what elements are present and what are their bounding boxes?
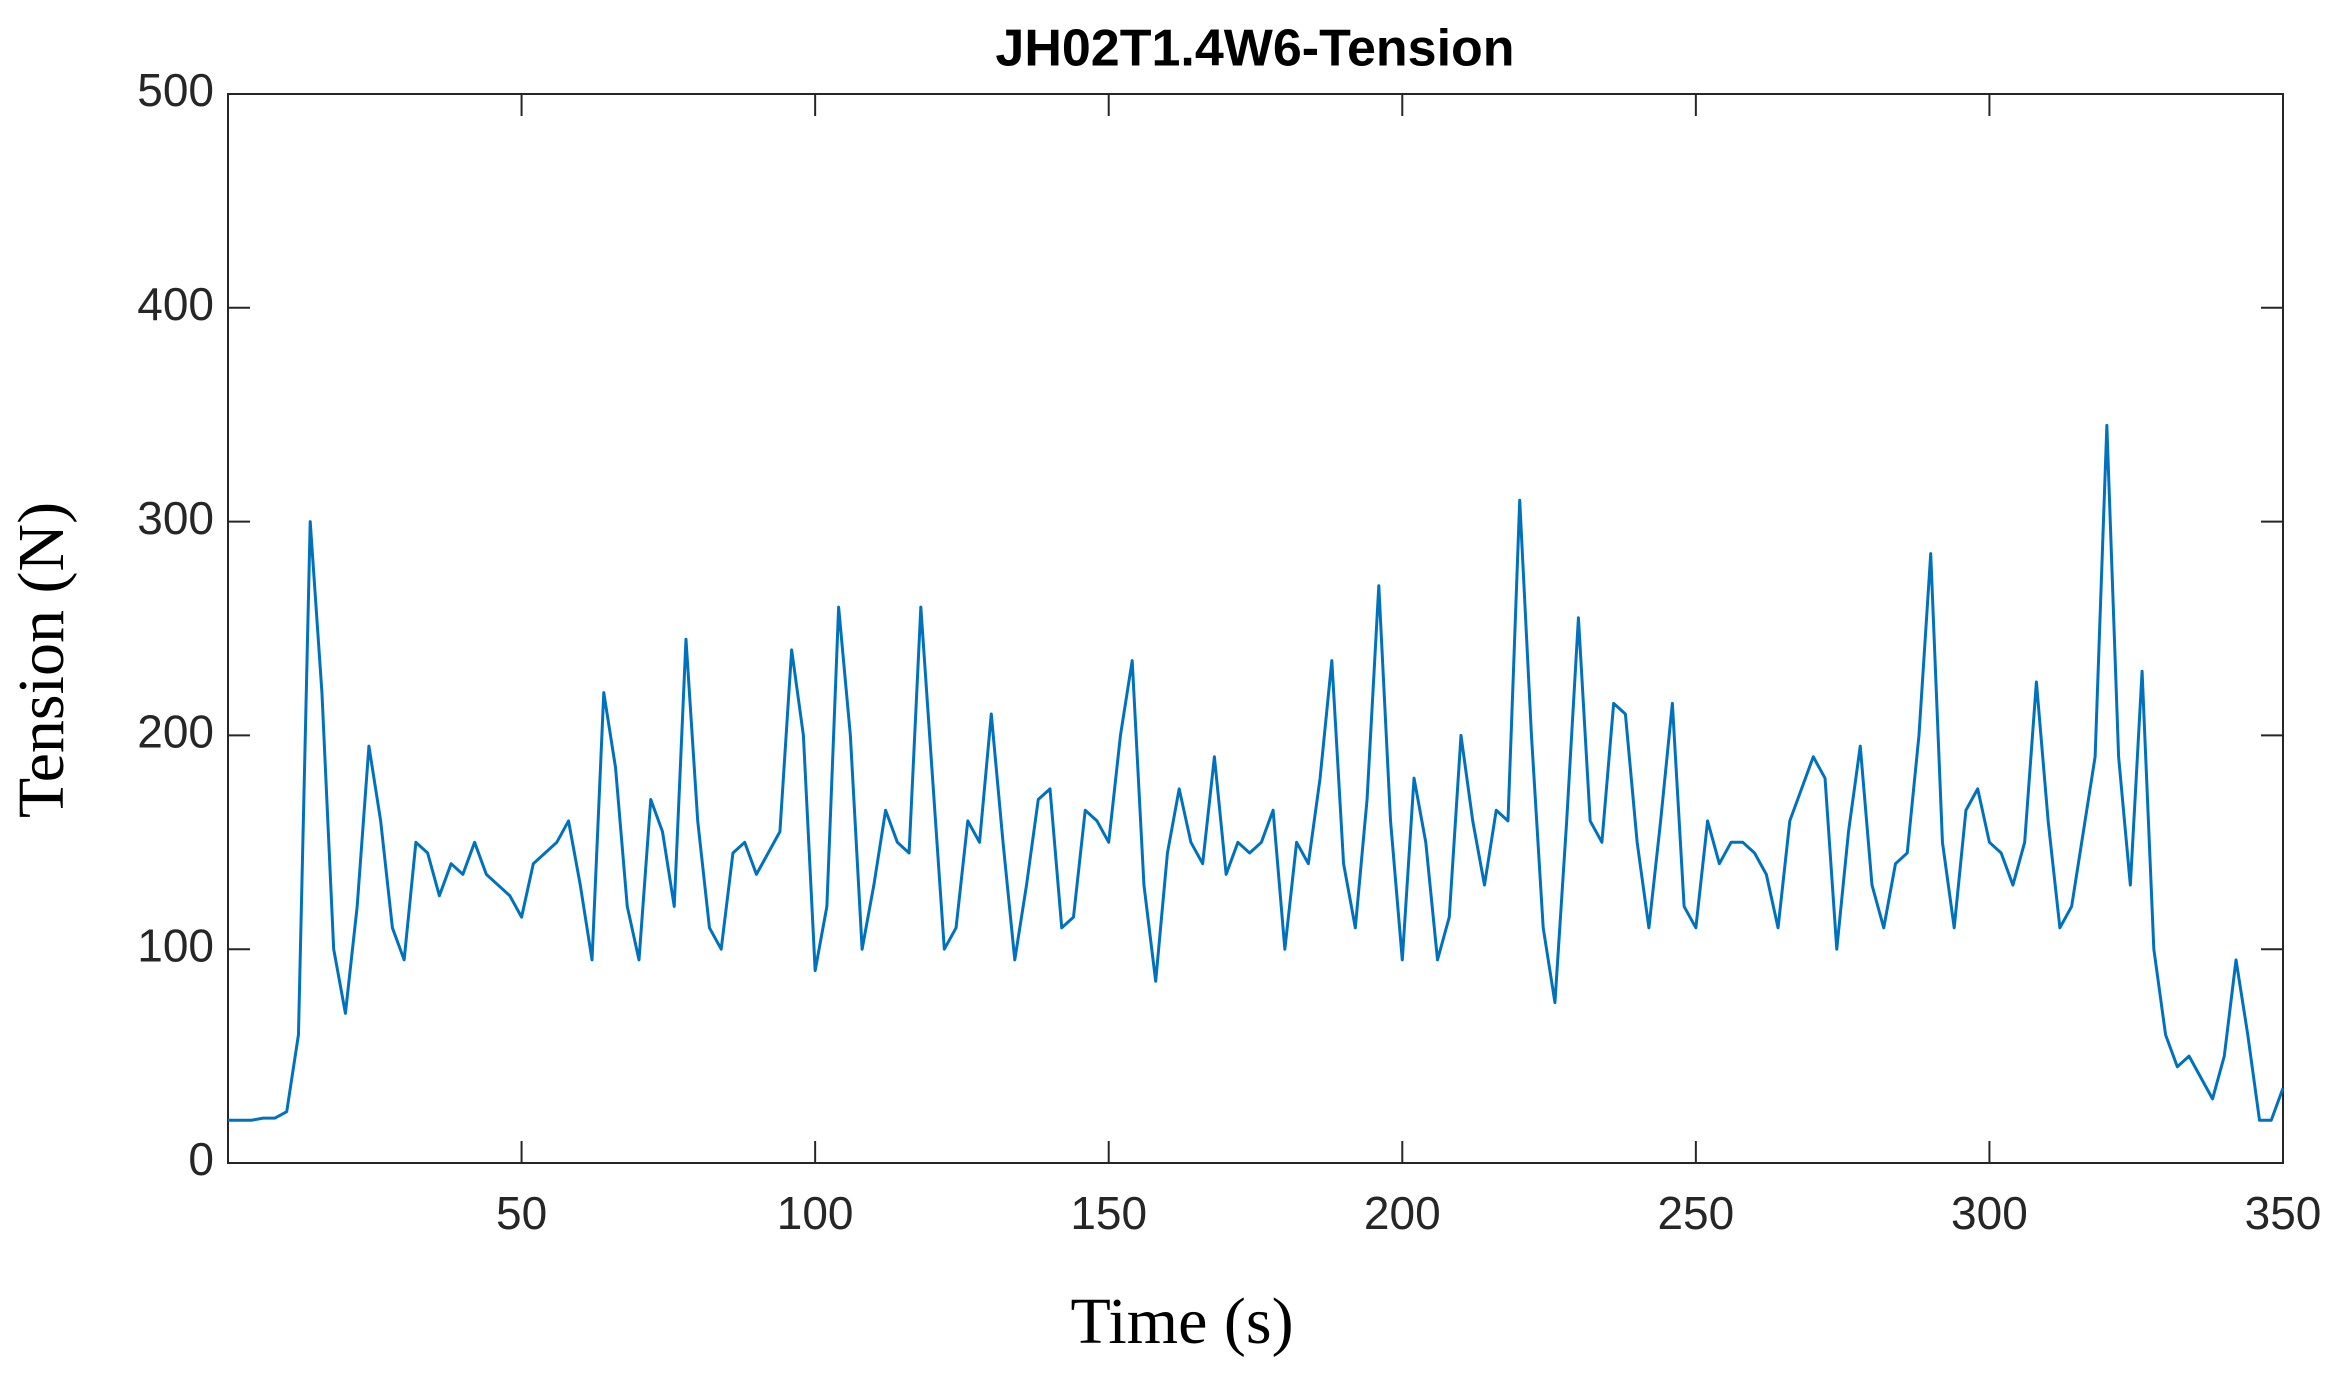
plot-frame (227, 93, 2284, 1164)
chart-title: JH02T1.4W6-Tension (995, 20, 1514, 78)
y-tick-label: 200 (137, 706, 214, 758)
x-axis-label: Time (s) (1070, 1285, 1293, 1358)
x-tick-label: 300 (1951, 1187, 2028, 1239)
y-tick-label: 0 (188, 1133, 214, 1185)
x-tick-label: 50 (496, 1187, 547, 1239)
x-tick-label: 100 (777, 1187, 854, 1239)
y-tick-label: 100 (137, 919, 214, 971)
y-tick-label: 300 (137, 492, 214, 544)
x-tick-label: 350 (2245, 1187, 2322, 1239)
y-axis-label: Tension (N) (5, 502, 78, 818)
x-tick-label: 150 (1070, 1187, 1147, 1239)
data-line (228, 423, 2285, 1122)
y-tick-label: 500 (137, 64, 214, 116)
x-tick-label: 200 (1364, 1187, 1441, 1239)
x-tick-label: 250 (1657, 1187, 1734, 1239)
y-tick-label: 400 (137, 278, 214, 330)
